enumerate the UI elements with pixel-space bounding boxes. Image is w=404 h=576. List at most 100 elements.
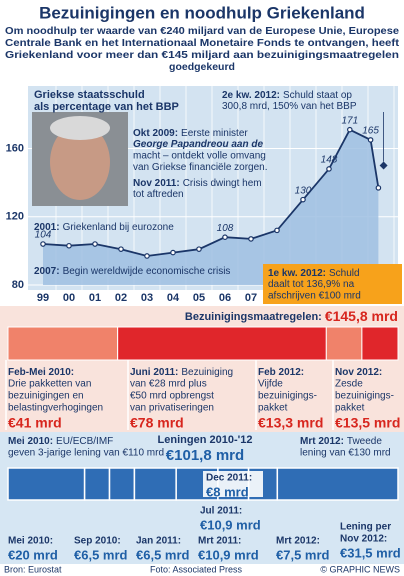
- callout-box: [263, 264, 402, 304]
- data-label: 130: [295, 185, 312, 196]
- loans-total: €101,8 mrd: [166, 447, 244, 464]
- cut-label-part: Juni 2011:: [130, 367, 178, 378]
- point: [346, 126, 353, 133]
- value-label: €10,9 mrd: [198, 547, 259, 562]
- annotation-part: 2001:: [34, 222, 60, 233]
- x-tick-label: 05: [193, 292, 205, 304]
- annotation-part: Schuld staat op: [283, 90, 352, 101]
- annotation-line: macht – ontdekt volle omvang: [133, 151, 266, 162]
- bar-segment: [133, 467, 177, 501]
- cut-description: bezuinigings-: [335, 391, 394, 402]
- data-label: 108: [217, 223, 234, 234]
- loan-date: Jul 2011:: [200, 506, 242, 517]
- bar-segment: [108, 467, 136, 501]
- cut-description: pakket: [258, 403, 288, 414]
- photo-credit: Foto: Associated Press: [150, 564, 243, 574]
- cut-description: Vijfde: [258, 379, 283, 390]
- cut-label: Nov 2012:: [335, 367, 382, 378]
- loan-date: Lening per: [340, 522, 391, 533]
- annotation-part: Eerste minister: [181, 128, 248, 139]
- value-label: €10,9 mrd: [200, 517, 261, 532]
- subtitle-line: goedgekeurd: [169, 61, 235, 73]
- annotation-part: Okt 2009:: [133, 128, 178, 139]
- cut-label-part: Feb 2012:: [258, 367, 304, 378]
- annotation-part: 1e kw. 2012:: [268, 268, 326, 279]
- subtitle-line: Om noodhulp ter waarde van €240 miljard …: [5, 25, 399, 37]
- annotation-part: Griekenland bij eurozone: [63, 222, 175, 233]
- cut-label: Feb-Mei 2010:: [8, 367, 74, 378]
- point: [375, 185, 382, 191]
- annotation-line: daalt tot 136,9% na: [268, 279, 355, 290]
- title: Bezuinigingen en noodhulp Griekenland: [39, 3, 365, 22]
- annotation-line: van Griekse financiële zorgen.: [133, 162, 268, 173]
- cut-description: €50 mrd opbrengst: [130, 391, 214, 402]
- loan-note-part: Mrt 2012:: [300, 436, 344, 447]
- value-label: €78 mrd: [130, 415, 184, 431]
- loan-date: Jan 2011:: [136, 536, 181, 547]
- cut-description: belastingverhogingen: [8, 403, 103, 414]
- bar-segment: [325, 326, 363, 361]
- point: [144, 253, 150, 259]
- value-label: €13,5 mrd: [335, 415, 400, 431]
- loan-date: Dec 2011:: [206, 473, 252, 484]
- subtitle-line: Griekenland voor meer dan €145 miljard a…: [5, 49, 399, 61]
- value-label: €6,5 mrd: [74, 547, 128, 562]
- annotation-line: 300,8 mrd, 150% van het BBP: [222, 101, 357, 112]
- cut-description: Drie pakketten van: [8, 379, 91, 390]
- point: [274, 227, 280, 234]
- annotation: 2001: Griekenland bij eurozone: [34, 222, 174, 233]
- value-label: €31,5 mrd: [340, 545, 401, 560]
- point: [170, 249, 176, 256]
- loan-note-line: lening van €130 mrd: [300, 448, 391, 459]
- marker: [379, 161, 388, 170]
- point: [300, 196, 306, 203]
- cuts-header-part: €145,8 mrd: [325, 308, 398, 324]
- chart-title: als percentage van het BBP: [34, 101, 179, 113]
- point: [66, 242, 72, 249]
- x-tick-label: 99: [37, 292, 49, 304]
- annotation-line: tot aftreden: [133, 189, 184, 200]
- loan-note: Mei 2010: EU/ECB/IMF: [8, 436, 113, 447]
- annotation-part: Crisis dwingt hem: [183, 178, 262, 189]
- annotation-part: Schuld: [329, 268, 360, 279]
- loan-note-part: EU/ECB/IMF: [56, 436, 113, 447]
- value-label: €8 mrd: [206, 484, 249, 499]
- y-tick-label: 80: [12, 279, 24, 291]
- photo-face: [50, 124, 110, 200]
- point: [222, 234, 228, 241]
- value-label: €41 mrd: [8, 415, 62, 431]
- area: [43, 129, 379, 285]
- annotation-line: afschrijven €100 mrd: [268, 291, 361, 302]
- cut-label: Feb 2012:: [258, 367, 304, 378]
- cuts-header-part: Bezuinigingsmaatregelen:: [185, 311, 322, 323]
- loan-note: Mrt 2012: Tweede: [300, 436, 382, 447]
- bar-segment: [276, 467, 399, 501]
- loan-date: Mei 2010:: [8, 536, 53, 547]
- label-box: [203, 471, 263, 497]
- y-tick-label: 120: [6, 211, 24, 223]
- point: [367, 137, 374, 143]
- point: [40, 241, 46, 247]
- photo-hair: [50, 116, 110, 140]
- data-label: 171: [341, 115, 358, 126]
- data-label: 104: [35, 230, 52, 241]
- cut-description: bezuinigings-: [258, 391, 317, 402]
- loan-date: Mrt 2011:: [198, 536, 241, 547]
- bar-segment: [117, 326, 327, 361]
- point: [196, 246, 202, 252]
- cut-description: pakket: [335, 403, 365, 414]
- data-label: 148: [321, 155, 338, 166]
- annotation-part: Nov 2011:: [133, 178, 180, 189]
- y-tick-label: 160: [6, 142, 24, 154]
- bar-segment: [361, 326, 399, 361]
- annotation: 1e kw. 2012: Schuld: [268, 268, 360, 279]
- bar-segment: [7, 467, 86, 501]
- x-tick-label: 02: [115, 292, 127, 304]
- chart-title: Griekse staatsschuld: [34, 89, 145, 101]
- annotation-line: George Papandreou aan de: [133, 139, 263, 150]
- annotation: 2e kw. 2012: Schuld staat op: [222, 90, 352, 101]
- cuts-header: Bezuinigingsmaatregelen: €145,8 mrd: [185, 308, 398, 324]
- point: [118, 246, 124, 252]
- cut-description: van €28 mrd plus: [130, 379, 207, 390]
